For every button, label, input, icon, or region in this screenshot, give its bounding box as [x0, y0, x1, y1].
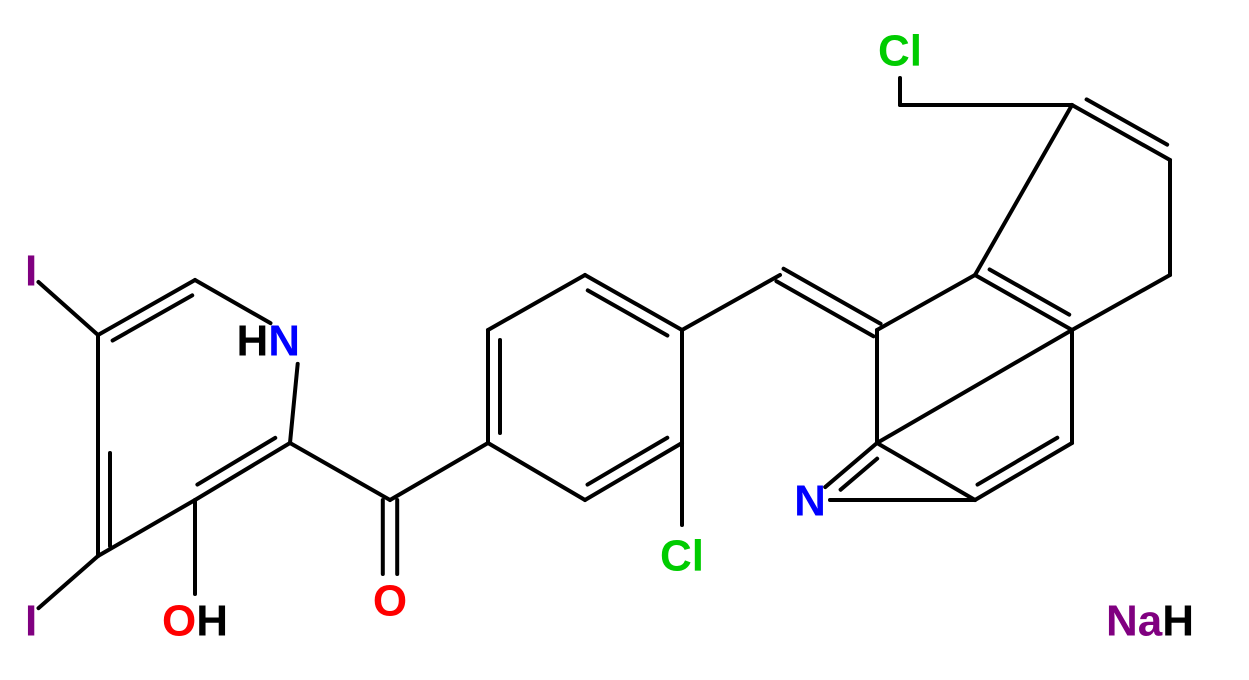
nah-label: NaH — [1106, 596, 1194, 645]
o-label: O — [373, 576, 407, 625]
i-label: I — [25, 246, 37, 295]
oh-label: OH — [162, 596, 228, 645]
hn-label: HN — [236, 316, 300, 365]
molecule-diagram: I I HN OH O Cl Cl N NaH — [0, 0, 1249, 680]
cl-label: Cl — [878, 26, 922, 75]
i-label: I — [25, 596, 37, 645]
n-label: N — [794, 476, 826, 525]
cl-label: Cl — [660, 531, 704, 580]
